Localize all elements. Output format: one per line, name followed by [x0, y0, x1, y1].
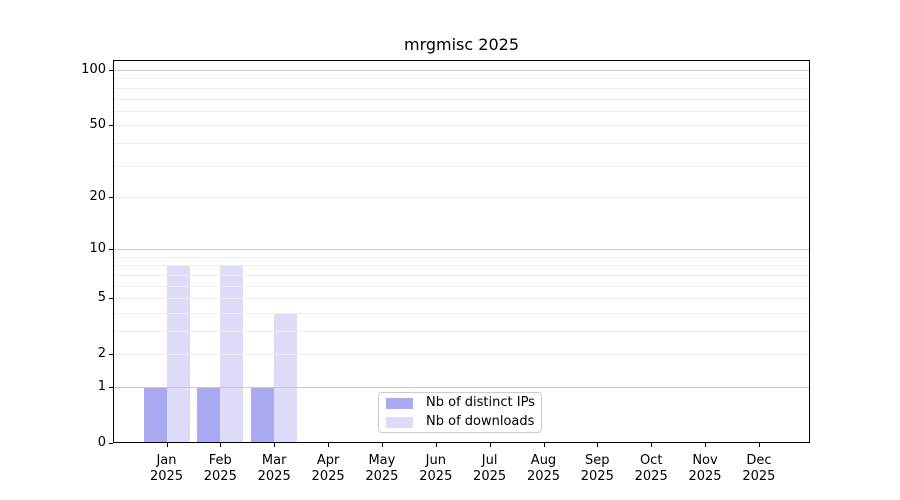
minor-gridline [113, 274, 810, 276]
x-tick-label: Aug 2025 [514, 453, 574, 485]
x-tick-year: 2025 [257, 469, 291, 484]
y-tick-label: 2 [97, 346, 106, 362]
chart-title: mrgmisc 2025 [403, 35, 519, 54]
x-tick-label: Jul 2025 [460, 453, 520, 485]
x-tick-year: 2025 [688, 469, 722, 484]
y-tick-label: 0 [97, 435, 106, 450]
minor-gridline [113, 265, 810, 267]
x-tick-mark [435, 443, 437, 447]
x-tick-mark [597, 443, 599, 447]
y-tick-mark [109, 354, 113, 356]
x-tick-mark [543, 443, 545, 447]
major-gridline [113, 70, 810, 71]
x-tick-year: 2025 [526, 469, 561, 484]
x-tick-label: Oct 2025 [621, 453, 681, 485]
x-tick-label: Jan 2025 [137, 453, 197, 485]
minor-gridline [113, 312, 810, 314]
x-tick-label: Feb 2025 [190, 453, 250, 485]
x-tick-label: Dec 2025 [729, 453, 789, 485]
minor-gridline [113, 285, 810, 287]
legend-label-downloads: Nb of downloads [426, 414, 535, 429]
legend: Nb of distinct IPs Nb of downloads [378, 392, 542, 433]
x-tick-mark [705, 443, 706, 447]
y-tick-mark [109, 298, 113, 300]
major-gridline [113, 249, 810, 251]
x-tick-label: May 2025 [352, 453, 412, 485]
x-tick-label: Jun 2025 [406, 453, 466, 485]
y-tick-label: 20 [89, 188, 106, 204]
x-tick-label: Nov 2025 [675, 453, 735, 485]
legend-label-distinct-ips: Nb of distinct IPs [426, 395, 535, 410]
minor-gridline [113, 196, 810, 198]
bar-distinct-ips-feb [197, 386, 221, 443]
minor-gridline [113, 142, 810, 144]
major-gridline [113, 387, 810, 388]
legend-swatch-distinct-ips [386, 397, 413, 409]
x-tick-month: May [368, 453, 396, 468]
plot-area [113, 60, 810, 443]
y-tick-mark [109, 387, 113, 388]
legend-item-distinct-ips: Nb of distinct IPs [386, 396, 541, 410]
x-tick-mark [328, 443, 330, 447]
x-tick-year: 2025 [742, 469, 776, 484]
x-tick-month: Nov [692, 453, 718, 468]
x-tick-year: 2025 [149, 469, 184, 484]
x-tick-month: Jan [156, 453, 177, 468]
x-tick-mark [166, 443, 168, 447]
x-tick-mark [651, 443, 653, 447]
minor-gridline [113, 125, 810, 127]
minor-gridline [113, 331, 810, 332]
x-tick-label: Apr 2025 [298, 453, 358, 485]
minor-gridline [113, 298, 810, 300]
x-tick-mark [489, 443, 491, 447]
y-tick-label: 10 [89, 241, 106, 257]
x-tick-mark [381, 443, 383, 447]
x-tick-year: 2025 [580, 469, 614, 484]
minor-gridline [113, 354, 810, 356]
x-tick-mark [274, 443, 276, 447]
x-tick-year: 2025 [473, 469, 507, 484]
x-tick-mark [758, 443, 760, 447]
x-tick-month: Sep [585, 453, 610, 468]
y-tick-mark [109, 249, 113, 251]
bar-distinct-ips-mar [251, 386, 275, 443]
x-tick-label: Mar 2025 [244, 453, 304, 485]
minor-gridline [113, 256, 810, 258]
x-tick-year: 2025 [419, 469, 453, 484]
y-tick-label: 5 [97, 290, 106, 306]
y-tick-mark [109, 125, 113, 127]
x-tick-month: Oct [639, 453, 663, 468]
y-tick-label: 1 [97, 379, 106, 394]
y-tick-mark [109, 70, 113, 71]
x-tick-year: 2025 [634, 469, 668, 484]
y-tick-label: 50 [89, 117, 106, 133]
x-tick-year: 2025 [311, 469, 345, 484]
x-tick-mark [220, 443, 222, 447]
x-tick-month: Feb [208, 453, 232, 468]
minor-gridline [113, 165, 810, 167]
bar-downloads-mar [274, 312, 298, 443]
x-tick-label: Sep 2025 [567, 453, 627, 485]
minor-gridline [113, 110, 810, 112]
x-tick-year: 2025 [203, 469, 237, 484]
minor-gridline [113, 98, 810, 100]
legend-swatch-downloads [386, 416, 413, 428]
minor-gridline [113, 87, 810, 89]
x-tick-month: Jul [481, 453, 498, 468]
legend-item-downloads: Nb of downloads [386, 415, 541, 429]
x-tick-month: Aug [530, 453, 557, 468]
y-tick-mark [109, 196, 113, 198]
x-tick-month: Dec [746, 453, 772, 468]
x-tick-month: Apr [316, 453, 340, 468]
x-tick-month: Jun [425, 453, 446, 468]
y-tick-label: 100 [81, 62, 106, 77]
minor-gridline [113, 78, 810, 80]
y-tick-mark [109, 443, 113, 444]
bar-distinct-ips-jan [143, 386, 167, 443]
x-tick-month: Mar [261, 453, 287, 468]
x-tick-year: 2025 [365, 469, 399, 484]
